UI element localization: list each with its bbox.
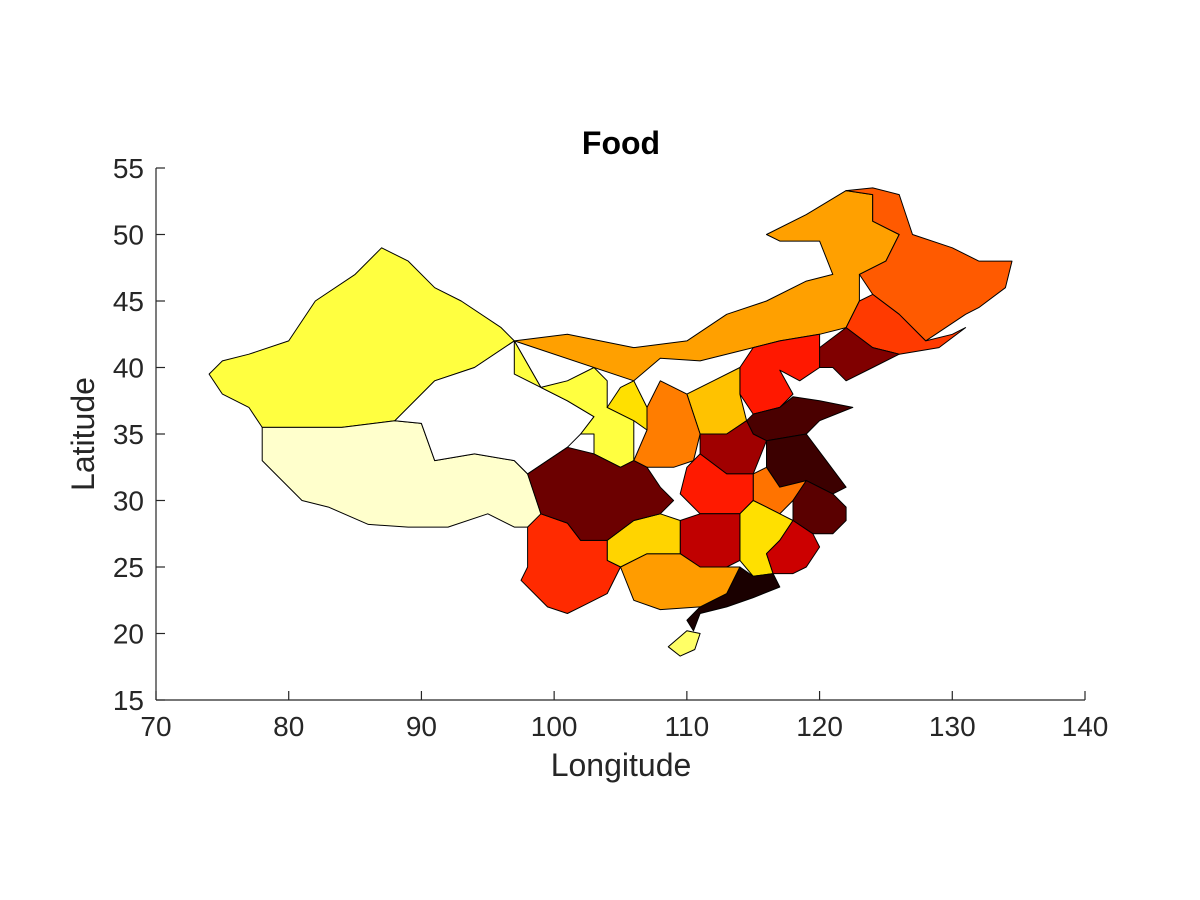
x-tick-label: 80 bbox=[273, 711, 304, 742]
x-tick-label: 100 bbox=[531, 711, 578, 742]
province-region bbox=[527, 446, 675, 541]
y-tick-label: 40 bbox=[113, 353, 144, 384]
province-region bbox=[679, 513, 741, 568]
x-tick-label: 140 bbox=[1062, 711, 1109, 742]
y-tick-label: 45 bbox=[113, 286, 144, 317]
y-axis-label: Latitude bbox=[65, 377, 101, 491]
y-tick-label: 35 bbox=[113, 419, 144, 450]
y-tick-label: 55 bbox=[113, 153, 144, 184]
province-region bbox=[845, 187, 1013, 342]
y-tick-label: 20 bbox=[113, 619, 144, 650]
x-tick-label: 130 bbox=[929, 711, 976, 742]
x-tick-label: 90 bbox=[406, 711, 437, 742]
province-region bbox=[766, 520, 821, 575]
province-region bbox=[667, 630, 701, 657]
axes: 70 80 90 100 110 120 130 140 15 20 25 30 35 40 45 50 55 bbox=[113, 153, 1109, 742]
x-tick-label: 120 bbox=[796, 711, 843, 742]
province-region bbox=[792, 480, 847, 535]
x-tick-label: 70 bbox=[140, 711, 171, 742]
y-tick-label: 30 bbox=[113, 486, 144, 517]
x-tick-label: 110 bbox=[665, 711, 710, 742]
y-tick-label: 50 bbox=[113, 220, 144, 251]
y-tick-label: 15 bbox=[113, 685, 144, 716]
x-axis-label: Longitude bbox=[551, 747, 692, 783]
chart-title: Food bbox=[582, 125, 660, 161]
province-regions bbox=[208, 187, 1013, 657]
y-tick-label: 25 bbox=[113, 552, 144, 583]
